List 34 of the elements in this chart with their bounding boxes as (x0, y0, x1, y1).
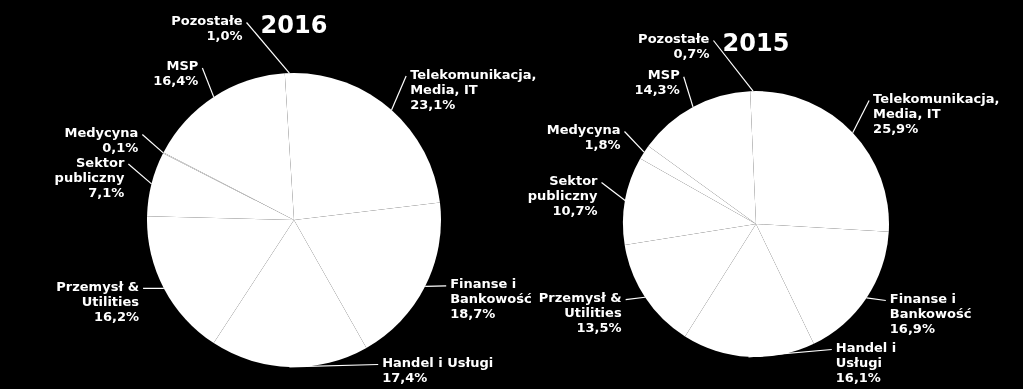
data-label: 17,4% (382, 370, 428, 385)
data-label: 16,1% (835, 370, 881, 385)
slice-label: Sektor publiczny (527, 173, 599, 204)
data-label: 10,7% (552, 203, 598, 219)
data-label: 14,3% (634, 82, 680, 98)
data-label: 23,1% (410, 96, 456, 112)
data-label: 0,1% (102, 140, 139, 156)
data-label: 13,5% (576, 320, 622, 336)
data-label: 18,7% (450, 306, 496, 322)
data-label: 1,0% (206, 28, 243, 43)
slice-label: Finanse i Bankowość (889, 291, 972, 322)
chart-title: 2015 (722, 29, 790, 57)
slice-label: MSP (166, 58, 199, 74)
data-label: 16,4% (153, 73, 199, 89)
slice-label: Telekomunikacja, Media, IT (873, 91, 1000, 122)
slice-label: Medycyna (546, 122, 621, 138)
slice-label: Handel i Usługi (835, 340, 897, 370)
slice-label: Pozostałe (638, 31, 710, 46)
data-label: 16,9% (889, 321, 935, 337)
slice-label: MSP (647, 67, 680, 83)
data-label: 0,7% (673, 46, 710, 61)
data-label: 7,1% (88, 184, 125, 200)
slice-label: Finanse i Bankowość (450, 276, 533, 307)
slice-label: Pozostałe (171, 13, 243, 28)
data-label: 25,9% (873, 121, 919, 137)
slice-label: Przemysł & Utilities (56, 278, 140, 309)
slice-label: Przemysł & Utilities (538, 290, 622, 321)
data-label: 1,8% (584, 137, 621, 153)
chart-title: 2016 (260, 11, 328, 39)
slice-label: Medycyna (64, 125, 139, 141)
slice-label: Telekomunikacja, Media, IT (410, 66, 537, 97)
slice-label: Handel i Usługi (382, 355, 494, 370)
data-label: 16,2% (93, 308, 140, 324)
slice-label: Sektor publiczny (54, 154, 125, 185)
